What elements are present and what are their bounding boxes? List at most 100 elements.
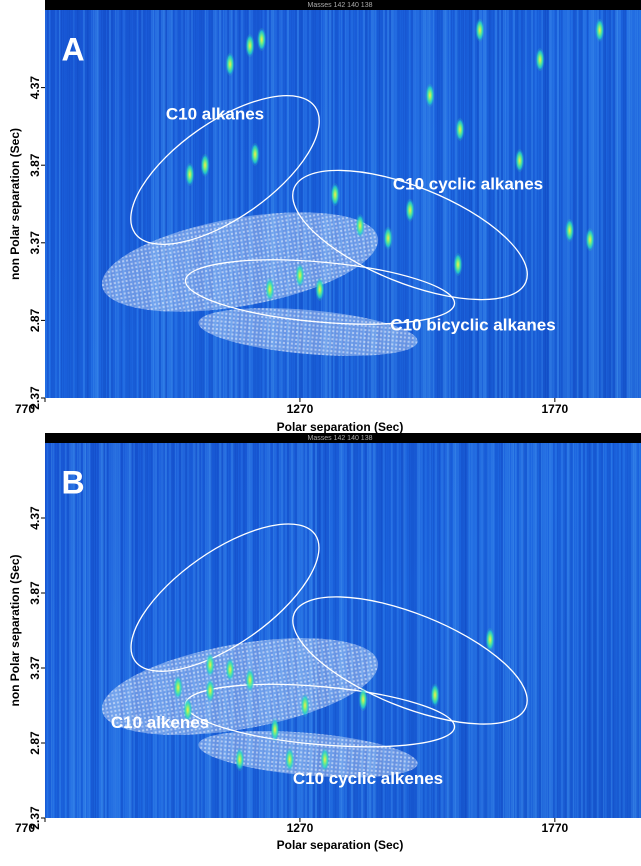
texture-streak (501, 10, 504, 398)
texture-streak (403, 10, 405, 398)
texture-streak (269, 10, 271, 398)
peak (455, 118, 465, 141)
texture-streak (345, 443, 347, 818)
texture-streak (93, 10, 95, 398)
texture-streak (499, 10, 502, 398)
texture-streak (529, 10, 532, 398)
peak (185, 163, 195, 186)
texture-streak (391, 443, 393, 818)
peak (173, 676, 183, 699)
texture-streak (289, 443, 291, 818)
peak (355, 214, 365, 237)
texture-streak (245, 443, 248, 818)
texture-streak (305, 443, 308, 818)
texture-streak (395, 10, 398, 398)
texture-streak (611, 443, 613, 818)
region-shaded (198, 308, 418, 356)
panel-label: B (61, 464, 84, 500)
texture-streak (281, 10, 284, 398)
texture-streak (195, 443, 198, 818)
texture-streak (47, 10, 49, 398)
texture-streak (443, 10, 446, 398)
y-axis-title: non Polar separation (Sec) (8, 128, 22, 280)
texture-streak (537, 10, 539, 398)
texture-streak (119, 443, 121, 818)
texture-streak (273, 10, 276, 398)
peak (183, 698, 193, 722)
texture-streak (81, 443, 83, 818)
texture-streak (267, 10, 270, 398)
texture-streak (69, 10, 72, 398)
y-tick-label: 2.37 (28, 806, 42, 830)
texture-streak (531, 443, 533, 818)
texture-streak (621, 10, 624, 398)
texture-streak (113, 10, 116, 398)
texture-streak (125, 443, 127, 818)
texture-streak (469, 10, 472, 398)
texture-streak (217, 443, 220, 818)
texture-streak (203, 443, 206, 818)
peak (383, 226, 393, 250)
texture-streak (327, 443, 330, 818)
peak (295, 264, 305, 287)
texture-streak (385, 10, 388, 398)
texture-streak (601, 10, 604, 398)
texture-streak (591, 443, 594, 818)
texture-streak (207, 10, 209, 398)
texture-streak (145, 10, 147, 398)
texture-streak (471, 10, 473, 398)
texture-streak (261, 443, 264, 818)
texture-streak (227, 10, 230, 398)
texture-streak (245, 10, 248, 398)
texture-streak (171, 10, 173, 398)
texture-streak (387, 443, 389, 818)
texture-streak (405, 10, 407, 398)
texture-streak (493, 443, 495, 818)
texture-streak (499, 443, 501, 818)
peak (585, 228, 595, 251)
texture-streak (225, 10, 228, 398)
texture-streak (209, 10, 211, 398)
texture-streak (489, 10, 492, 398)
texture-streak (621, 443, 623, 818)
texture-streak (353, 10, 355, 398)
texture-streak (221, 443, 224, 818)
texture-streak (341, 10, 343, 398)
texture-streak (185, 10, 187, 398)
texture-streak (483, 10, 486, 398)
texture-streak (467, 10, 470, 398)
texture-streak (231, 443, 234, 818)
texture-streak (619, 10, 621, 398)
texture-streak (445, 443, 448, 818)
texture-streak (589, 10, 591, 398)
texture-streak (251, 10, 254, 398)
region-outline (130, 95, 320, 245)
texture-streak (623, 10, 626, 398)
texture-streak (235, 443, 237, 818)
texture-streak (615, 443, 617, 818)
texture-streak (409, 443, 411, 818)
texture-streak (541, 443, 543, 818)
texture-streak (565, 10, 568, 398)
texture-streak (123, 443, 125, 818)
texture-streak (321, 10, 323, 398)
texture-streak (49, 10, 51, 398)
texture-streak (303, 443, 305, 818)
texture-streak (595, 443, 598, 818)
texture-streak (445, 10, 447, 398)
texture-streak (435, 443, 438, 818)
texture-streak (321, 443, 324, 818)
texture-streak (517, 443, 520, 818)
region-outline (130, 523, 320, 672)
texture-streak (335, 443, 337, 818)
y-tick-label: 3.37 (28, 231, 42, 255)
texture-streak (339, 443, 342, 818)
texture-streak (117, 10, 120, 398)
y-axis-title: non Polar separation (Sec) (8, 554, 22, 706)
texture-streak (77, 10, 80, 398)
texture-streak (497, 10, 500, 398)
texture-streak (159, 443, 161, 818)
texture-streak (625, 10, 627, 398)
texture-streak (61, 443, 63, 818)
texture-streak (291, 443, 294, 818)
